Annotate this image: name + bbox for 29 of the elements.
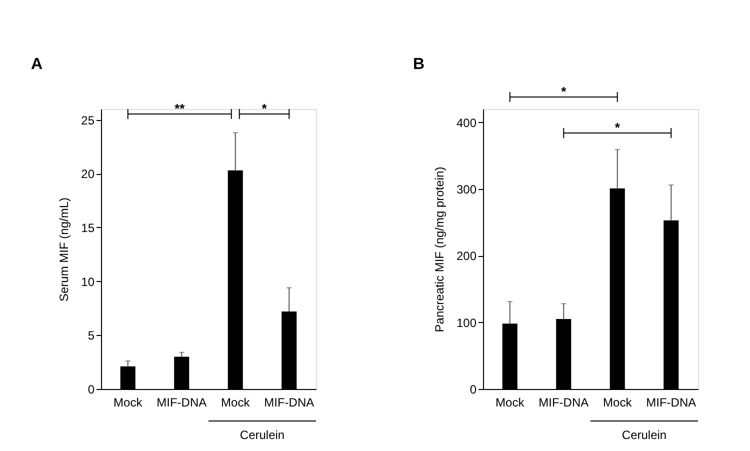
y-tick-label: 15 (81, 220, 95, 235)
x-tick-label: MIF-DNA (646, 396, 696, 410)
x-tick-label: Mock (114, 396, 144, 410)
y-tick-label: 25 (81, 113, 95, 128)
text: * (561, 84, 568, 99)
x-tick-label: MIF-DNA (264, 396, 314, 410)
y-tick-label: 5 (88, 328, 95, 343)
annotation: ** (174, 101, 186, 116)
x-tick-label: MIF-DNA (156, 396, 207, 410)
y-tick-label: 100 (456, 316, 477, 330)
annotation: * (262, 101, 268, 116)
text: B (413, 56, 425, 73)
y-tick-label: 400 (456, 116, 477, 130)
text: Cerulein (622, 428, 667, 442)
text: A (31, 56, 43, 73)
y-tick-label: 0 (470, 382, 477, 396)
y-tick-label: 0 (88, 382, 95, 396)
x-tick-label: Mock (603, 396, 633, 410)
y-tick-label: 10 (81, 274, 95, 289)
x-tick-label: Mock (496, 396, 526, 410)
x-tick-label: Mock (221, 396, 251, 410)
y-axis-title: Serum MIF (ng/mL) (57, 197, 72, 302)
y-tick-label: 20 (81, 167, 95, 182)
annotation: * (614, 120, 621, 135)
y-tick-label: 300 (456, 182, 477, 196)
text: Cerulein (240, 428, 285, 442)
x-tick-label: MIF-DNA (538, 396, 589, 410)
y-axis-title: Pancreatic MIF (ng/mg protein) (432, 166, 446, 332)
y-tick-label: 200 (456, 249, 477, 264)
